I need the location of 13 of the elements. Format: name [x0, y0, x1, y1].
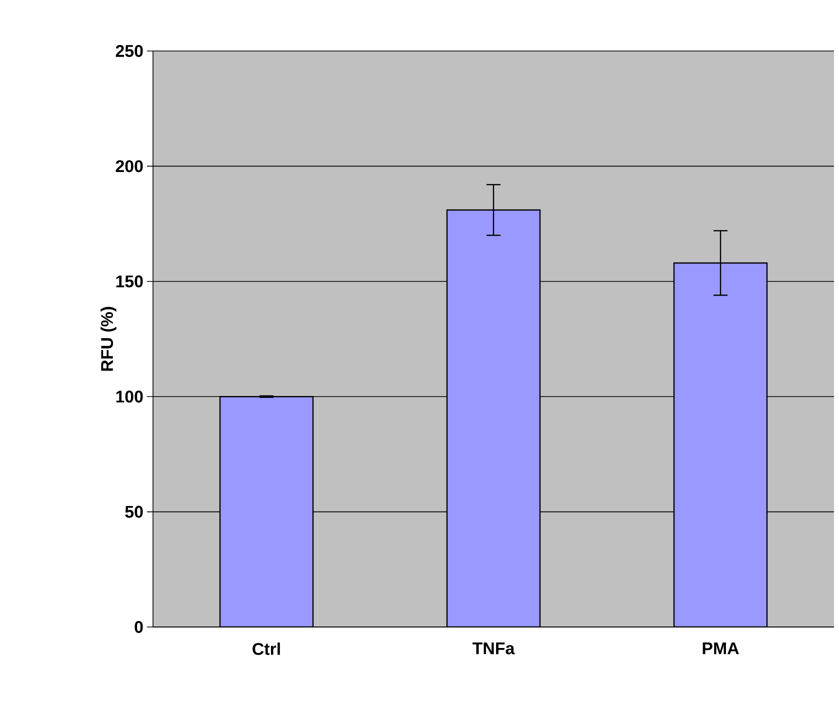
y-tick-label: 150 — [116, 275, 143, 288]
bar — [446, 209, 541, 627]
x-tick-label: TNFa — [472, 642, 515, 654]
y-axis-title: RFU (%) — [100, 306, 116, 371]
y-tick-label: 100 — [116, 390, 143, 403]
y-tick-label: 0 — [134, 621, 143, 633]
bar — [673, 262, 768, 627]
bar — [219, 396, 314, 627]
y-tick-label: 200 — [116, 160, 143, 172]
x-tick-label: PMA — [702, 642, 739, 654]
y-tick-label: 50 — [125, 506, 143, 518]
x-tick-label: Ctrl — [252, 642, 280, 655]
y-tick-label: 250 — [116, 44, 143, 57]
